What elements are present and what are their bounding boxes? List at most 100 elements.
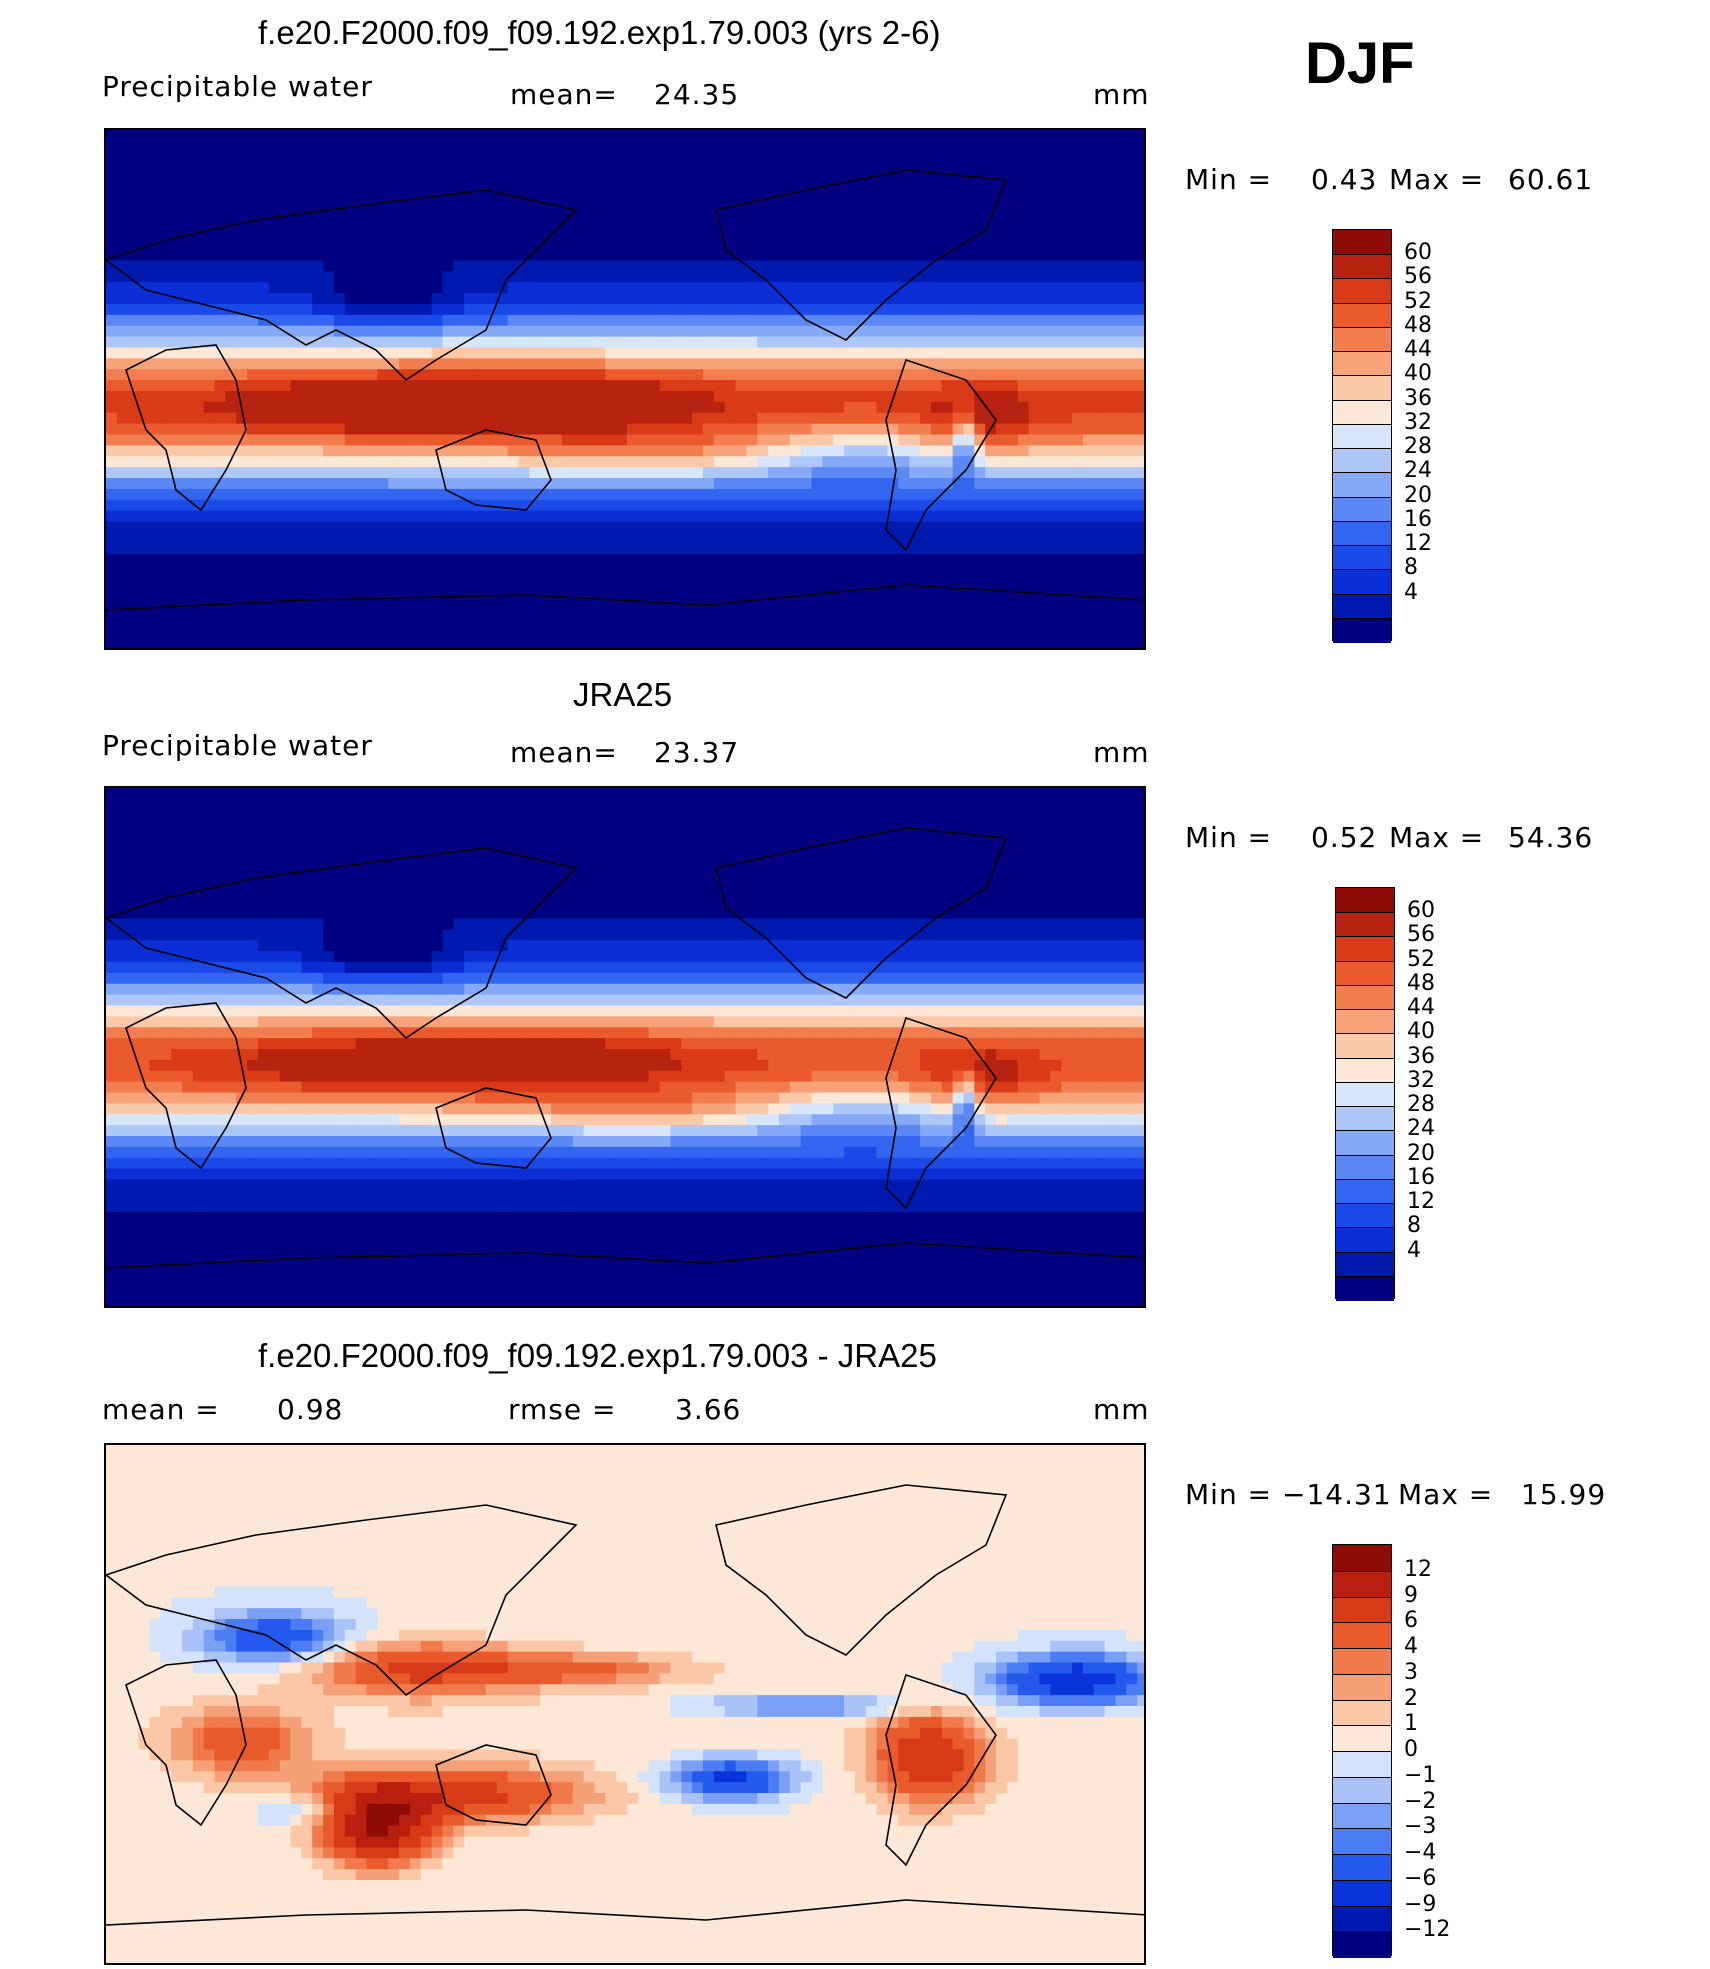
field-cell xyxy=(876,282,889,294)
field-cell xyxy=(909,325,921,338)
field-cell xyxy=(279,391,292,403)
field-cell xyxy=(1115,347,1127,359)
field-cell xyxy=(181,260,194,272)
field-cell xyxy=(388,543,400,555)
field-cell xyxy=(1082,206,1095,218)
field-cell xyxy=(518,521,530,533)
field-cell xyxy=(637,586,650,599)
field-cell xyxy=(442,206,454,218)
field-cell xyxy=(572,619,585,631)
field-cell xyxy=(800,260,813,272)
field-cell xyxy=(257,260,270,272)
field-cell xyxy=(1093,162,1106,175)
field-cell xyxy=(996,380,1008,392)
field-cell xyxy=(692,597,704,610)
field-cell xyxy=(941,173,954,185)
field-cell xyxy=(160,130,172,142)
field-cell xyxy=(1072,347,1084,359)
field-cell xyxy=(1039,282,1051,294)
field-cell xyxy=(420,788,433,800)
field-cell xyxy=(485,608,498,620)
field-cell xyxy=(1006,217,1019,229)
field-cell xyxy=(203,249,216,262)
field-cell xyxy=(453,788,465,800)
field-cell xyxy=(637,597,650,610)
field-cell xyxy=(518,130,530,142)
field-cell xyxy=(800,173,813,185)
field-cell xyxy=(789,391,802,403)
field-cell xyxy=(702,586,715,599)
field-cell xyxy=(822,260,834,272)
field-cell xyxy=(551,162,563,175)
field-cell xyxy=(909,521,921,533)
field-cell xyxy=(496,412,509,425)
field-cell xyxy=(985,391,997,403)
field-cell xyxy=(865,597,878,610)
field-cell xyxy=(181,347,194,359)
field-cell xyxy=(1126,467,1138,479)
field-cell xyxy=(637,788,650,800)
field-cell xyxy=(1082,488,1095,501)
field-cell xyxy=(1072,304,1084,316)
field-cell xyxy=(1072,293,1084,305)
field-cell xyxy=(1028,325,1041,338)
field-cell xyxy=(996,597,1008,610)
field-cell xyxy=(854,314,867,327)
field-cell xyxy=(605,217,617,229)
field-cell xyxy=(388,565,400,577)
field-cell xyxy=(1082,467,1095,479)
field-cell xyxy=(138,173,151,185)
field-cell xyxy=(648,162,661,175)
field-cell xyxy=(507,227,520,240)
field-cell xyxy=(844,532,856,544)
field-cell xyxy=(225,619,237,631)
field-cell xyxy=(616,162,628,175)
field-cell xyxy=(778,619,791,631)
field-cell xyxy=(702,554,715,566)
field-cell xyxy=(1115,162,1127,175)
field-cell xyxy=(518,206,530,218)
field-cell xyxy=(963,282,975,294)
field-cell xyxy=(496,456,509,468)
field-cell xyxy=(920,249,932,262)
field-cell xyxy=(681,798,693,811)
field-cell xyxy=(605,401,617,414)
field-cell xyxy=(192,586,205,599)
field-cell xyxy=(464,586,476,599)
field-cell xyxy=(952,336,965,349)
field-cell xyxy=(106,162,118,175)
field-cell xyxy=(746,325,758,338)
field-cell xyxy=(659,575,672,588)
field-cell xyxy=(1115,532,1127,544)
field-cell xyxy=(192,809,205,822)
field-cell xyxy=(952,140,965,153)
field-cell xyxy=(160,162,172,175)
field-cell xyxy=(138,206,151,218)
field-cell xyxy=(648,641,661,648)
field-cell xyxy=(659,788,672,800)
field-cell xyxy=(1017,314,1030,327)
field-cell xyxy=(106,423,118,436)
field-cell xyxy=(768,445,780,457)
field-cell xyxy=(735,532,747,544)
field-cell xyxy=(279,641,292,648)
field-cell xyxy=(974,543,986,555)
field-cell xyxy=(236,336,248,349)
field-cell xyxy=(301,798,313,811)
field-cell xyxy=(985,809,997,822)
field-cell xyxy=(865,586,878,599)
field-cell xyxy=(811,608,823,620)
field-cell xyxy=(735,162,747,175)
field-cell xyxy=(985,532,997,544)
field-cell xyxy=(789,282,802,294)
field-cell xyxy=(985,249,997,262)
field-cell xyxy=(594,369,606,381)
field-cell xyxy=(800,467,813,479)
field-cell xyxy=(355,554,368,566)
field-cell xyxy=(920,347,932,359)
field-cell xyxy=(822,401,834,414)
field-cell xyxy=(692,619,704,631)
field-cell xyxy=(789,260,802,272)
field-cell xyxy=(279,788,292,800)
field-cell xyxy=(399,543,411,555)
